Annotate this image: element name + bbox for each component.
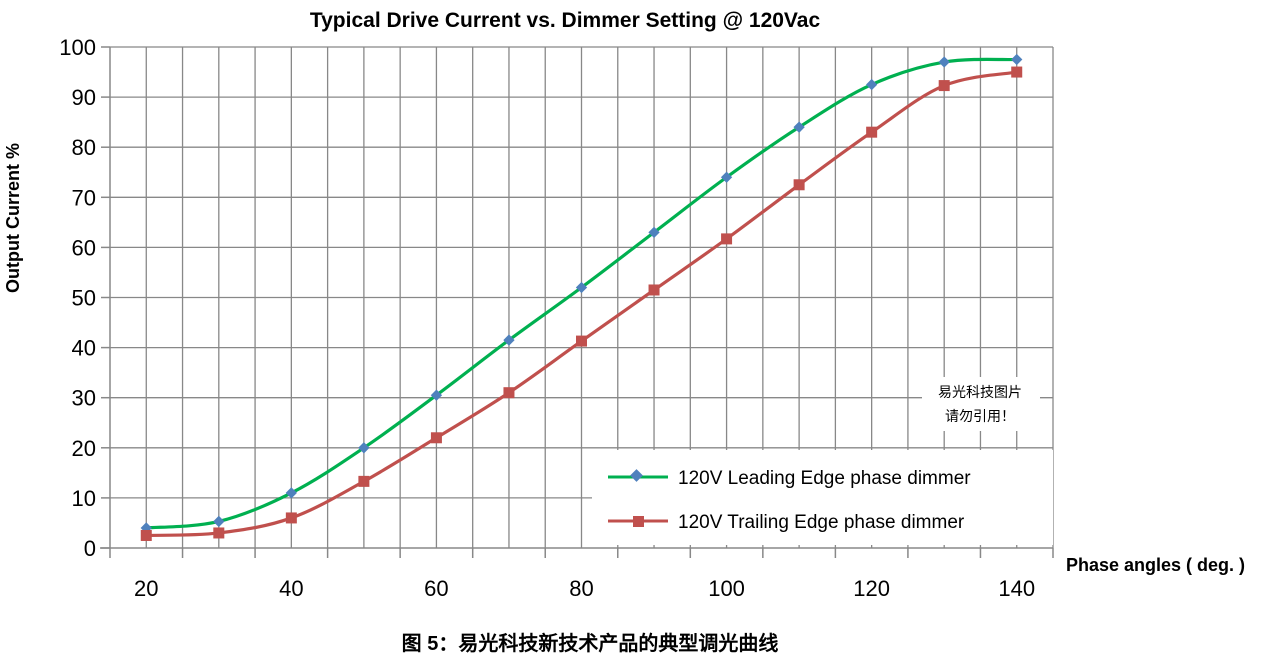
data-point-leading — [938, 56, 950, 68]
data-point-trailing — [213, 527, 225, 539]
data-point-leading — [213, 515, 225, 528]
x-tick-label: 100 — [708, 576, 745, 601]
data-point-trailing — [358, 475, 370, 487]
x-tick-label: 60 — [424, 576, 448, 601]
watermark-line-1: 易光科技图片 — [938, 384, 1022, 400]
x-tick-label: 80 — [569, 576, 593, 601]
x-axis: 20 40 60 80 100 120 140 — [100, 547, 1054, 601]
x-tick-label: 40 — [279, 576, 303, 601]
data-point-trailing — [793, 179, 805, 191]
y-tick-label: 0 — [84, 536, 96, 561]
y-tick-label: 60 — [72, 235, 96, 260]
data-point-leading — [648, 226, 660, 239]
x-tick-label: 20 — [134, 576, 158, 601]
x-tick-label: 140 — [998, 576, 1035, 601]
data-point-trailing — [721, 233, 733, 245]
data-point-trailing — [576, 335, 587, 347]
x-axis-label: Phase angles ( deg. ) — [1066, 555, 1245, 575]
data-point-trailing — [866, 126, 878, 138]
y-tick-label: 100 — [59, 35, 96, 60]
figure-caption: 图 5：易光科技新技术产品的典型调光曲线 — [402, 631, 779, 655]
data-point-leading — [720, 171, 733, 183]
data-point-leading — [430, 389, 443, 401]
data-point-leading — [285, 487, 298, 499]
watermark: 易光科技图片 请勿引用！ — [922, 377, 1040, 431]
y-axis: 0 10 20 30 40 50 60 70 80 90 100 — [59, 35, 111, 561]
data-point-trailing — [430, 432, 442, 444]
legend-label-leading: 120V Leading Edge phase dimmer — [678, 468, 971, 489]
x-tick-label: 120 — [853, 576, 890, 601]
legend: 120V Leading Edge phase dimmer 120V Trai… — [592, 450, 1053, 545]
y-tick-label: 70 — [72, 185, 96, 210]
data-point-trailing — [285, 512, 297, 524]
data-point-leading — [575, 281, 588, 294]
legend-marker-trailing — [633, 516, 644, 527]
data-point-leading — [865, 78, 878, 91]
data-point-trailing — [648, 284, 660, 296]
y-tick-label: 50 — [72, 286, 96, 311]
y-axis-label: Output Current % — [3, 143, 23, 293]
data-point-trailing — [938, 80, 950, 92]
y-tick-label: 80 — [72, 135, 96, 160]
data-point-leading — [358, 442, 370, 454]
data-point-leading — [503, 334, 515, 346]
legend-label-trailing: 120V Trailing Edge phase dimmer — [678, 512, 965, 533]
y-tick-label: 90 — [72, 85, 96, 110]
y-tick-label: 10 — [72, 486, 96, 511]
data-point-leading — [1011, 53, 1023, 66]
y-tick-label: 30 — [72, 386, 96, 411]
data-point-trailing — [1011, 66, 1023, 78]
y-tick-label: 20 — [72, 436, 96, 461]
watermark-line-2: 请勿引用！ — [945, 408, 1015, 424]
data-point-trailing — [140, 529, 152, 541]
chart-title: Typical Drive Current vs. Dimmer Setting… — [310, 9, 821, 32]
y-tick-label: 40 — [72, 336, 96, 361]
data-point-trailing — [503, 387, 515, 399]
